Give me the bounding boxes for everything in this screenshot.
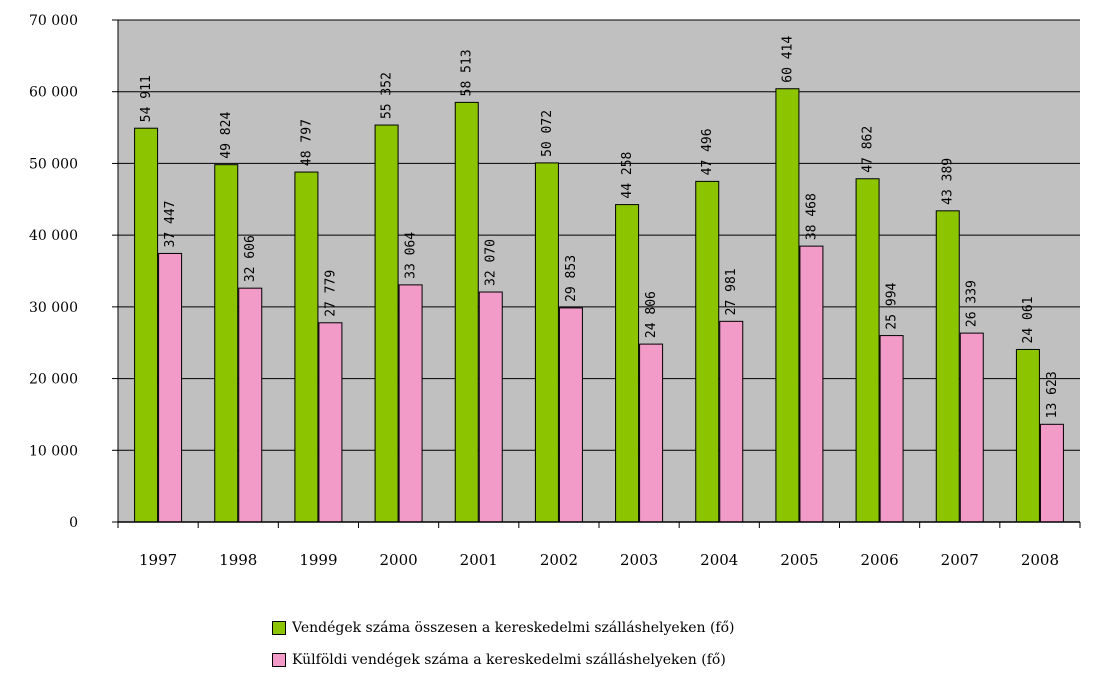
bar-foreign: [719, 320, 744, 523]
x-tick-label: 1999: [299, 551, 337, 569]
bar-foreign: [1039, 423, 1064, 523]
data-label-foreign: 33 064: [404, 232, 419, 279]
x-tick-label: 1997: [139, 551, 177, 569]
legend-swatch-total: [272, 621, 286, 635]
data-labels: 54 911 37 447 49 824 32 606 48 797 27 779 55 3…: [139, 36, 1060, 419]
data-label-foreign: 13 623: [1045, 371, 1060, 418]
bar-foreign: [478, 291, 503, 523]
y-tick-label: 70 000: [29, 13, 78, 29]
gridlines: [118, 19, 1080, 451]
bar-total: [1015, 348, 1040, 523]
data-label-foreign: 25 994: [885, 282, 900, 329]
y-tick-label: 50 000: [29, 156, 78, 172]
bar-total: [534, 162, 559, 523]
x-tick-label: 2007: [941, 551, 979, 569]
data-label-foreign: 38 468: [804, 193, 819, 240]
data-label-foreign: 37 447: [163, 200, 178, 247]
bar-chart: 54 911 37 447 49 824 32 606 48 797 27 779 55 3…: [29, 13, 1081, 569]
bar-foreign: [238, 287, 263, 523]
x-tick-label: 2002: [540, 551, 578, 569]
legend-label-total: Vendégek száma összesen a kereskedelmi s…: [292, 620, 735, 636]
data-label-total: 50 072: [540, 110, 555, 157]
y-tick-label: 0: [69, 515, 78, 531]
x-tick-label: 2005: [780, 551, 818, 569]
bar-foreign: [799, 245, 824, 523]
bar-total: [855, 178, 880, 523]
data-label-foreign: 27 981: [724, 268, 739, 315]
x-tick-label: 2008: [1021, 551, 1059, 569]
bars: [134, 88, 1064, 523]
legend-swatch-foreign: [272, 653, 286, 667]
bar-total: [374, 124, 399, 523]
axes: 0 10 000 20 000 30 000 40 000 50 000 60 000 70 …: [29, 13, 1081, 569]
data-label-foreign: 26 339: [965, 280, 980, 327]
bar-total: [454, 101, 479, 523]
data-label-total: 54 911: [139, 75, 154, 122]
bar-total: [615, 204, 640, 523]
y-tick-label: 10 000: [29, 443, 78, 459]
x-tick-label: 2004: [700, 551, 738, 569]
bar-total: [294, 171, 319, 523]
data-label-total: 43 389: [941, 158, 956, 205]
data-label-total: 24 061: [1021, 296, 1036, 343]
bar-foreign: [558, 307, 583, 523]
data-label-total: 60 414: [780, 36, 795, 83]
data-label-foreign: 32 070: [484, 239, 499, 286]
x-tick-label: 1998: [219, 551, 257, 569]
x-tick-label: 2006: [860, 551, 898, 569]
x-tick-label: 2001: [460, 551, 498, 569]
bar-total: [214, 164, 239, 523]
data-label-total: 47 496: [700, 128, 715, 175]
bar-total: [134, 127, 159, 523]
data-label-total: 48 797: [299, 119, 314, 166]
bar-foreign: [879, 335, 904, 523]
data-label-foreign: 32 606: [243, 235, 258, 282]
bar-total: [695, 180, 720, 523]
bar-foreign: [639, 343, 664, 523]
data-label-total: 49 824: [219, 112, 234, 159]
data-label-total: 58 513: [460, 49, 475, 96]
data-label-total: 44 258: [620, 152, 635, 199]
bar-foreign: [318, 322, 343, 523]
y-tick-label: 30 000: [29, 300, 78, 316]
x-tick-label: 2000: [379, 551, 417, 569]
bar-total: [935, 210, 960, 523]
data-label-foreign: 29 853: [564, 255, 579, 302]
plot-area: [118, 20, 1080, 522]
legend-item-total: Vendégek száma összesen a kereskedelmi s…: [272, 620, 735, 636]
bar-foreign: [158, 252, 183, 523]
bar-foreign: [959, 332, 984, 523]
legend-label-foreign: Külföldi vendégek száma a kereskedelmi s…: [292, 652, 726, 668]
y-tick-label: 60 000: [29, 85, 78, 101]
data-label-total: 55 352: [380, 72, 395, 119]
y-tick-label: 20 000: [29, 372, 78, 388]
data-label-total: 47 862: [861, 126, 876, 173]
x-tick-label: 2003: [620, 551, 658, 569]
data-label-foreign: 27 779: [323, 270, 338, 317]
bar-foreign: [398, 284, 423, 523]
bar-total: [775, 88, 800, 523]
legend-item-foreign: Külföldi vendégek száma a kereskedelmi s…: [272, 652, 726, 668]
y-tick-label: 40 000: [29, 228, 78, 244]
data-label-foreign: 24 806: [644, 291, 659, 338]
